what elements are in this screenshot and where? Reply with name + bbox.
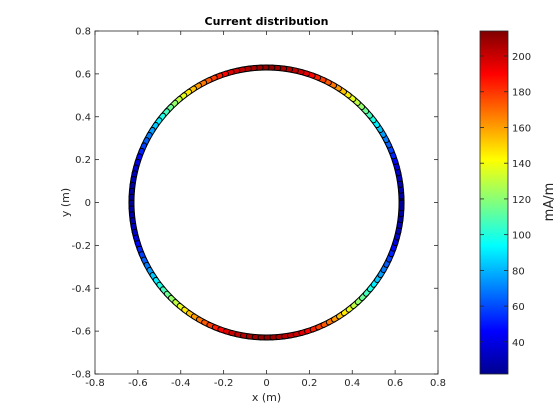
x-tick-label: 0.8 — [430, 378, 446, 389]
y-tick-label: 0.4 — [75, 112, 91, 123]
colorbar-tick-label: 160 — [512, 123, 531, 134]
colorbar-ticks: 40 60 80 100 120 140 160 180 200 — [480, 52, 531, 349]
y-tick-label: -0.4 — [71, 284, 91, 295]
colorbar: 40 60 80 100 120 140 160 180 200 mA/m — [479, 30, 557, 375]
y-tick-label: -0.8 — [71, 370, 91, 381]
x-tick-label: 0.4 — [344, 378, 360, 389]
y-tick-label: 0.8 — [75, 27, 91, 38]
x-tick-label: -0.6 — [128, 378, 148, 389]
x-tick-label: -0.2 — [214, 378, 234, 389]
axes-box — [94, 30, 439, 375]
x-tick-label: -0.8 — [85, 378, 105, 389]
plot-area: -0.8 -0.6 -0.4 -0.2 0 0.2 0.4 0.6 0.8 -0.8-0.6-0… — [71, 27, 445, 390]
colorbar-tick-label: 120 — [512, 195, 531, 206]
y-tick-label: 0 — [85, 198, 91, 209]
x-axis-ticks: -0.8 -0.6 -0.4 -0.2 0 0.2 0.4 0.6 0.8 — [85, 31, 446, 389]
y-tick-label: 0.6 — [75, 69, 91, 80]
y-axis-ticks: -0.8 -0.6 -0.4 -0.2 0 0.2 0.4 0.6 0.8 — [71, 27, 438, 381]
colorbar-tick-label: 200 — [512, 52, 531, 63]
y-axis-label: y (m) — [59, 188, 72, 217]
colorbar-tick-label: 140 — [512, 159, 531, 170]
y-tick-label: -0.6 — [71, 327, 91, 338]
x-tick-label: 0.2 — [301, 378, 317, 389]
chart-title: Current distribution — [205, 15, 329, 28]
y-tick-label: 0.2 — [75, 155, 91, 166]
colorbar-label: mA/m — [542, 183, 557, 222]
y-tick-label: -0.2 — [71, 241, 91, 252]
colorbar-tick-label: 100 — [512, 231, 531, 242]
colorbar-tick-label: 80 — [512, 266, 525, 277]
colorbar-tick-label: 60 — [512, 302, 525, 313]
colorbar-tick-label: 40 — [512, 338, 525, 349]
x-axis-label: x (m) — [252, 391, 281, 404]
x-tick-label: -0.4 — [171, 378, 191, 389]
x-tick-label: 0.6 — [387, 378, 403, 389]
x-tick-label: 0 — [263, 378, 269, 389]
current-loop-series — [128, 64, 405, 341]
colorbar-gradient — [479, 30, 509, 375]
colorbar-tick-label: 180 — [512, 88, 531, 99]
